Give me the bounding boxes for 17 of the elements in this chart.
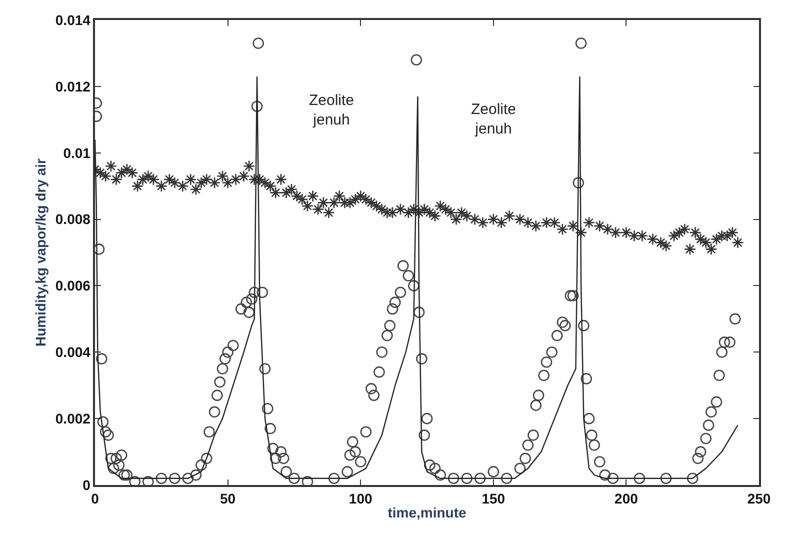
annotation: Zeolite jenuh [471, 101, 516, 138]
x-tick-label: 250 [747, 490, 771, 507]
annotation: Zeolite jenuh [309, 92, 354, 128]
y-tick-label: 0.004 [55, 344, 91, 360]
y-axis-title: Humidity,kg vapor/kg dry air [32, 158, 49, 347]
y-tick-label: 0.006 [55, 278, 91, 294]
y-tick-label: 0.002 [55, 410, 91, 426]
x-tick-label: 100 [348, 490, 372, 507]
x-tick-label: 200 [614, 490, 638, 507]
y-tick-label: 0 [82, 476, 91, 493]
x-axis-title: time,minute [388, 504, 466, 520]
x-tick-label: 50 [220, 490, 236, 507]
x-tick-label: 150 [482, 490, 506, 507]
y-tick-label: 0.012 [55, 78, 91, 94]
y-tick-label: 0.008 [55, 211, 91, 228]
y-tick-label: 0.014 [55, 12, 91, 28]
y-tick-label: 0.01 [63, 144, 91, 161]
